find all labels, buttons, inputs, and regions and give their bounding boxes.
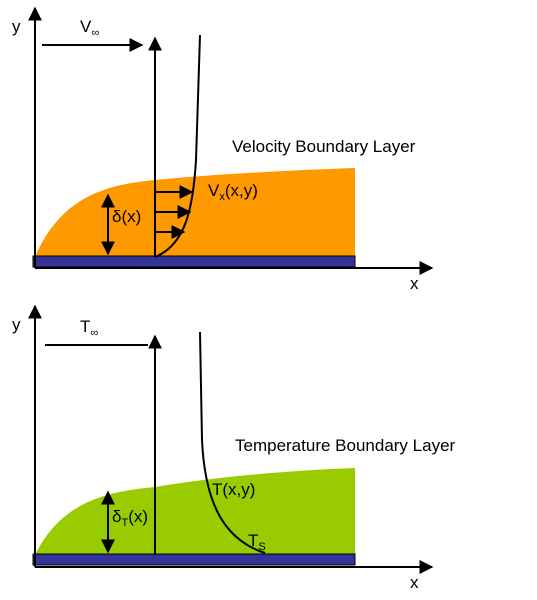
x-label: x (410, 573, 419, 592)
label-sub: ∞ (90, 327, 98, 339)
surface-label: TS (248, 531, 266, 553)
freestream-label: T∞ (80, 317, 98, 339)
label-main: T (248, 531, 258, 550)
label-sub: x (219, 191, 225, 203)
panel-title: Velocity Boundary Layer (232, 137, 416, 156)
label-sub: ∞ (91, 27, 99, 39)
label-main: V (80, 17, 92, 36)
temperature-profile (199, 331, 266, 554)
panel-title: Temperature Boundary Layer (235, 436, 456, 455)
temperature-panel: y x T∞ Temperature Boundary Layer δT(x) … (12, 304, 456, 592)
profile-label: Vx(x,y) (208, 181, 258, 203)
x-label: x (410, 274, 419, 293)
temperature-layer-region (35, 468, 355, 555)
label-main: T (80, 317, 90, 336)
label-main: V (208, 181, 220, 200)
velocity-layer-region (35, 168, 355, 257)
thickness-label: δT(x) (112, 507, 148, 529)
freestream-label: V∞ (80, 17, 99, 39)
label-rest: (x,y) (225, 181, 258, 200)
y-label: y (12, 17, 21, 36)
y-label: y (12, 315, 21, 334)
plate (32, 553, 356, 566)
label-sub: S (258, 541, 265, 553)
label-rest: (x) (128, 507, 148, 526)
profile-label: T(x,y) (212, 480, 255, 499)
velocity-panel: y x V∞ Velocity Boundary Layer δ(x) Vx(x… (12, 6, 434, 293)
label-main: δ (112, 507, 121, 526)
thickness-label: δ(x) (112, 207, 141, 226)
label-sub: T (121, 517, 128, 529)
plate (32, 255, 356, 268)
